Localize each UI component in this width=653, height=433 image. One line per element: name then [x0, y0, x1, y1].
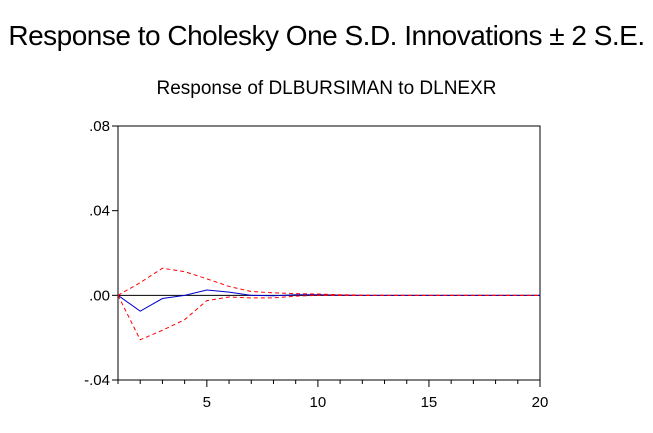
- y-tick-label: .04: [89, 203, 110, 220]
- plot-frame: [117, 125, 541, 381]
- y-tick-label: -.04: [84, 372, 110, 389]
- response-line: [117, 289, 540, 312]
- upper-band-line: [117, 267, 540, 296]
- chart-subtitle: Response of DLBURSIMAN to DLNEXR: [156, 78, 497, 99]
- y-tick-label: .08: [89, 118, 110, 135]
- chart-title: Response to Cholesky One S.D. Innovation…: [8, 20, 645, 51]
- y-tick-label: .00: [89, 287, 110, 304]
- x-tick-label: 10: [310, 394, 327, 411]
- x-tick-label: 5: [203, 394, 211, 411]
- lower-band-line: [117, 294, 540, 341]
- x-tick-label: 20: [532, 394, 549, 411]
- x-tick-label: 15: [421, 394, 438, 411]
